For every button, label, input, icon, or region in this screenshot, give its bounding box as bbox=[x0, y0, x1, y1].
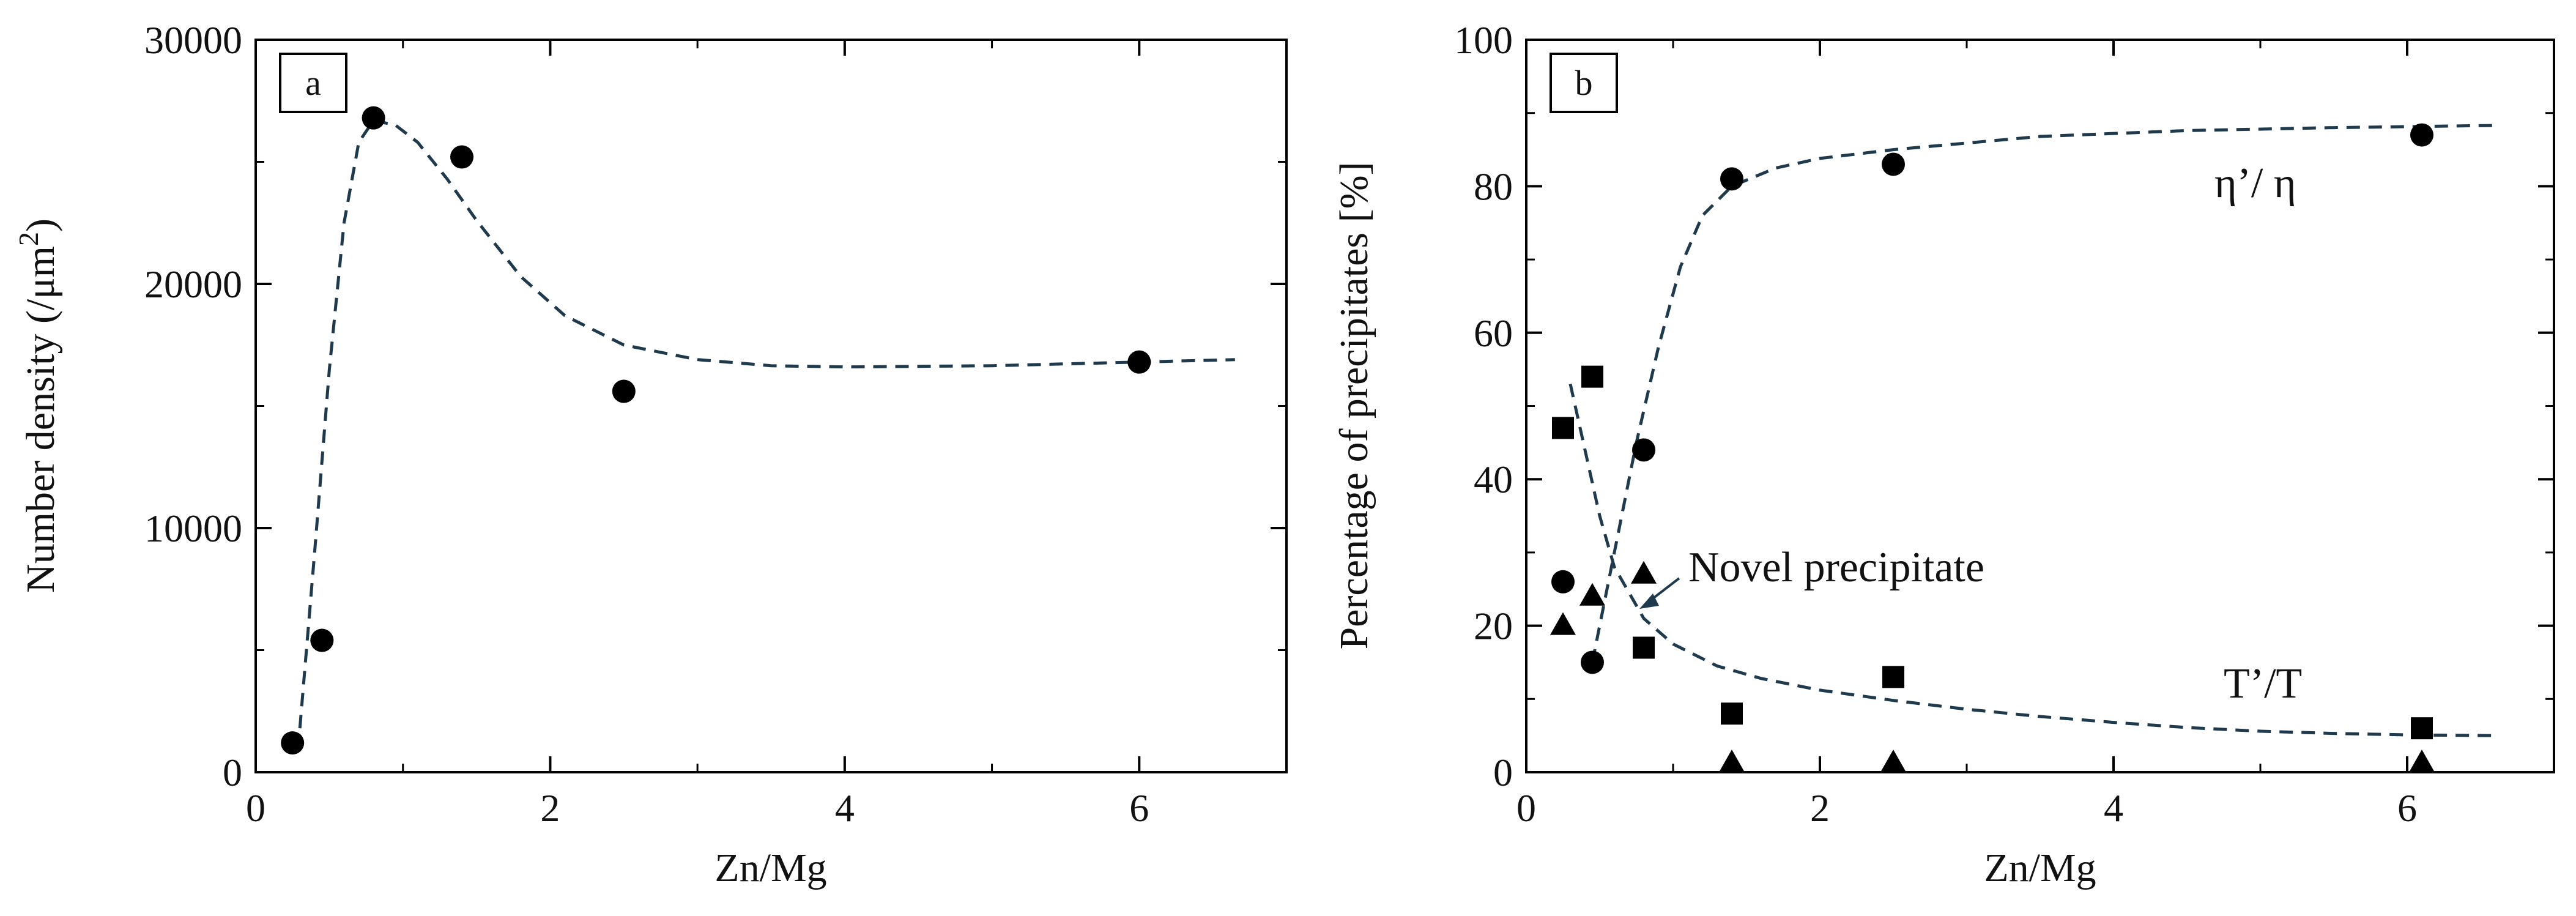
panel-a-ylabel-sup: 2 bbox=[13, 232, 44, 246]
panel-b-xlabel: Zn/Mg bbox=[1984, 846, 2096, 890]
panel-a-point bbox=[1127, 350, 1151, 374]
panel-b-points bbox=[1550, 123, 2435, 772]
panel-b-point-triangle bbox=[1880, 750, 1906, 772]
panel-b-xtick-label: 0 bbox=[1516, 786, 1536, 830]
panel-a-xlabel: Zn/Mg bbox=[715, 846, 826, 890]
panel-a-ylabel: Number density (/μm2) bbox=[13, 218, 63, 593]
panel-b-point-square bbox=[1581, 365, 1603, 388]
panel-a-tag-box bbox=[279, 53, 347, 113]
panel-b-annot-t: T’/T bbox=[2224, 660, 2302, 707]
panel-a-ytick-label: 10000 bbox=[144, 507, 242, 550]
panel-b-ytick-label: 0 bbox=[1493, 751, 1513, 794]
panel-a: 0 2 4 6 0 10000 20000 30000 a Zn/Mg Number dens… bbox=[13, 18, 1288, 890]
panel-b-point-square bbox=[2411, 717, 2433, 740]
panel-b-point-square bbox=[1882, 666, 1904, 688]
panel-a-ylabel-main: Number density (/μm bbox=[18, 246, 63, 593]
panel-b-xtick-label: 2 bbox=[1810, 786, 1830, 830]
panel-b-point-square bbox=[1552, 417, 1574, 439]
panel-b-ylabel: Percentage of precipitates [%] bbox=[1332, 162, 1376, 649]
panel-a-frame bbox=[254, 39, 1288, 773]
panel-a-tick-labels: 0 2 4 6 0 10000 20000 30000 bbox=[144, 18, 1149, 830]
panel-b-xtick-label: 6 bbox=[2397, 786, 2417, 830]
panel-b-ytick-label: 80 bbox=[1474, 165, 1513, 208]
panel-b-point-square bbox=[1721, 702, 1743, 725]
panel-b-annot-novel: Novel precipitate bbox=[1688, 544, 1984, 591]
panel-b-point-circle bbox=[1632, 438, 1655, 462]
panel-b-point-circle bbox=[2410, 123, 2433, 147]
panel-b-point-square bbox=[1633, 636, 1655, 659]
panel-a-ytick-label: 30000 bbox=[144, 18, 242, 62]
panel-b-point-circle bbox=[1882, 152, 1905, 176]
panel-a-point bbox=[310, 628, 334, 652]
panel-a-ticks bbox=[254, 39, 1286, 773]
panel-b-point-circle bbox=[1551, 570, 1575, 594]
panel-b-point-triangle bbox=[1550, 612, 1576, 635]
panel-b-fit-curve-t bbox=[1568, 384, 2496, 737]
panel-a-points bbox=[281, 106, 1151, 755]
panel-b-point-triangle bbox=[1719, 750, 1745, 772]
panel-a-xtick-label: 4 bbox=[835, 786, 855, 830]
panel-b-point-circle bbox=[1720, 167, 1743, 191]
panel-a-xtick-label: 0 bbox=[246, 786, 265, 830]
panel-a-ytick-label: 0 bbox=[223, 751, 242, 794]
panel-b-novel-arrowhead bbox=[1639, 594, 1659, 609]
panel-a-fit-curve bbox=[298, 118, 1235, 729]
panel-a-ytick-label: 20000 bbox=[144, 263, 242, 306]
panel-b-ytick-label: 20 bbox=[1474, 605, 1513, 648]
panel-b-xtick-label: 4 bbox=[2104, 786, 2123, 830]
panel-b-tag-box bbox=[1550, 53, 1618, 113]
panel-a-tag: a bbox=[305, 63, 321, 103]
panel-b-annot-eta: η’/ η bbox=[2214, 160, 2296, 207]
panel-a-point bbox=[362, 106, 385, 130]
panel-a-point bbox=[612, 379, 636, 403]
panel-b-point-circle bbox=[1581, 650, 1604, 674]
panel-b-point-triangle bbox=[1631, 560, 1657, 584]
panel-b-point-triangle bbox=[1579, 583, 1605, 606]
panel-b-ytick-label: 100 bbox=[1454, 18, 1513, 62]
panel-b-ytick-label: 40 bbox=[1474, 458, 1513, 501]
panel-b-tag: b bbox=[1575, 63, 1593, 103]
panel-a-ylabel-close: ) bbox=[18, 218, 63, 232]
panel-a-point bbox=[450, 145, 473, 169]
panel-b-ticks bbox=[1525, 39, 2554, 773]
panel-b-frame bbox=[1525, 39, 2555, 773]
panel-a-point bbox=[281, 731, 305, 755]
panel-b-ytick-label: 60 bbox=[1474, 311, 1513, 355]
panel-a-xtick-label: 6 bbox=[1129, 786, 1149, 830]
panel-a-xtick-label: 2 bbox=[540, 786, 560, 830]
panel-b-point-triangle bbox=[2409, 750, 2435, 772]
